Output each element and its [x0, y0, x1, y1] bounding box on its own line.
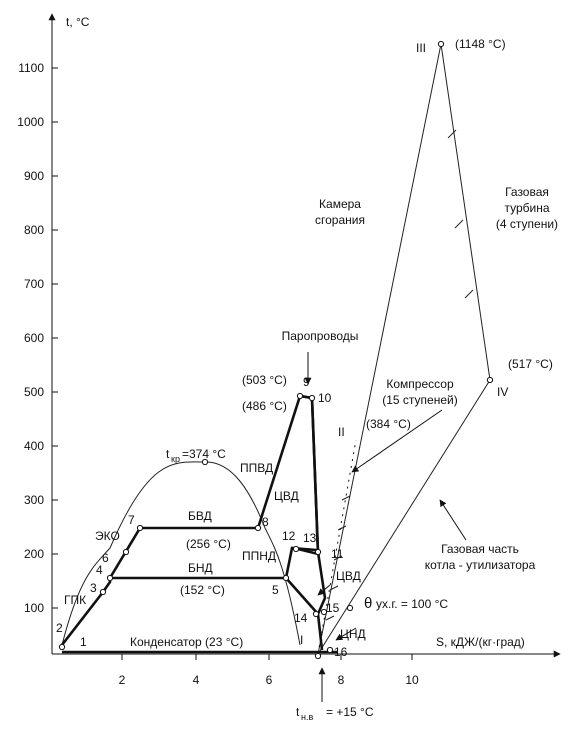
point-10: 10 — [318, 391, 332, 405]
ppnd-label: ППНД — [242, 549, 276, 563]
y-tick-label: 600 — [24, 331, 44, 345]
t-kr-val: =374 °C — [182, 447, 226, 461]
temp-517: (517 °C) — [508, 357, 553, 371]
point-7: 7 — [128, 513, 135, 527]
y-tick-label: 200 — [24, 547, 44, 561]
theta-value: ух.г. = 100 °C — [376, 597, 448, 611]
point-9: 9 — [303, 375, 310, 389]
x-tick-label: 8 — [338, 673, 345, 687]
x-axis-label: S, кДЖ/(кг·град) — [436, 635, 525, 649]
cvd-lower-label: ЦВД — [336, 569, 361, 583]
temp-152: (152 °C) — [180, 583, 225, 597]
y-tick-label: 1000 — [17, 115, 44, 129]
kamera-line2: сгорания — [315, 213, 365, 227]
y-tick-label: 500 — [24, 385, 44, 399]
annotation-arrows — [304, 352, 467, 702]
y-tick-label: 1100 — [18, 61, 44, 75]
temperature-labels: (1148 °C) (517 °C) (503 °C) (486 °C) (38… — [130, 37, 553, 722]
turbina-line2: турбина — [504, 201, 549, 215]
x-ticks: 2 4 6 8 10 — [119, 654, 419, 687]
point-1: 1 — [80, 635, 87, 649]
gpk-label: ГПК — [64, 593, 86, 607]
region-labels: Камера сгорания Газовая турбина (4 ступе… — [282, 185, 558, 572]
roman-3: III — [416, 41, 426, 55]
point-12: 12 — [282, 529, 296, 543]
eko-label: ЭКО — [95, 529, 120, 543]
y-tick-label: 100 — [24, 601, 44, 615]
point-4: 4 — [96, 563, 103, 577]
kotel-line2: котла - утилизатора — [425, 558, 536, 572]
y-tick-label: 800 — [24, 223, 44, 237]
point-13: 13 — [303, 531, 317, 545]
temp-1148: (1148 °C) — [455, 37, 506, 51]
temp-503: (503 °C) — [242, 373, 287, 387]
t-nv-sub: н.в — [301, 712, 313, 722]
point-6: 6 — [102, 551, 109, 565]
bvd-label: БВД — [188, 509, 212, 523]
t-kr-sub: кр — [171, 454, 180, 464]
roman-2: II — [338, 425, 345, 439]
point-15: 15 — [326, 601, 340, 615]
y-tick-label: 700 — [24, 277, 44, 291]
roman-labels: I II III IV — [300, 41, 508, 647]
kompressor-line2: (15 ступеней) — [382, 393, 457, 407]
point-5: 5 — [272, 583, 279, 597]
temp-384: (384 °C) — [366, 417, 411, 431]
x-tick-label: 2 — [119, 673, 126, 687]
y-tick-label: 300 — [24, 493, 44, 507]
point-11: 11 — [331, 547, 344, 561]
t-nv-main: t — [296, 705, 300, 719]
point-3: 3 — [90, 581, 97, 595]
y-axis-label: t, °C — [66, 15, 90, 29]
point-16: 16 — [334, 645, 348, 659]
x-tick-label: 4 — [193, 673, 200, 687]
cvd-upper-label: ЦВД — [274, 489, 299, 503]
turbina-line3: (4 ступени) — [496, 217, 558, 231]
kompressor-line1: Компрессор — [386, 377, 454, 391]
y-tick-label: 900 — [24, 169, 44, 183]
t-kr-main: t — [166, 447, 170, 461]
point-8: 8 — [262, 515, 269, 529]
temp-256: (256 °C) — [186, 537, 231, 551]
gas-cycle — [317, 43, 491, 655]
kondensator-label: Конденсатор (23 °C) — [130, 635, 243, 649]
bnd-label: БНД — [188, 561, 213, 575]
turbina-line1: Газовая — [505, 185, 549, 199]
cnd-label: ЦНД — [340, 627, 366, 641]
kamera-line1: Камера — [319, 197, 361, 211]
x-tick-label: 6 — [266, 673, 273, 687]
x-tick-label: 10 — [405, 673, 419, 687]
y-tick-label: 400 — [24, 439, 44, 453]
ppvd-label: ППВД — [240, 461, 273, 475]
cycle-points — [58, 40, 494, 660]
temp-486: (486 °C) — [242, 399, 287, 413]
roman-1: I — [300, 633, 303, 647]
equipment-labels: ППВД ЦВД ППНД ЦВД ЦНД БВД БНД ЭКО ГПК — [64, 461, 366, 641]
t-nv-val: = +15 °C — [326, 705, 374, 719]
point-14: 14 — [294, 611, 308, 625]
kotel-line1: Газовая часть — [441, 542, 519, 556]
theta-symbol: θ — [364, 595, 372, 612]
y-ticks: 100 200 300 400 500 600 700 800 900 1000… — [17, 61, 58, 615]
point-numbers: 1 2 3 4 5 6 7 8 9 10 11 12 13 14 15 16 — [56, 375, 348, 659]
roman-4: IV — [497, 385, 508, 399]
paroprovody-label: Паропроводы — [282, 329, 359, 343]
point-2: 2 — [56, 621, 63, 635]
